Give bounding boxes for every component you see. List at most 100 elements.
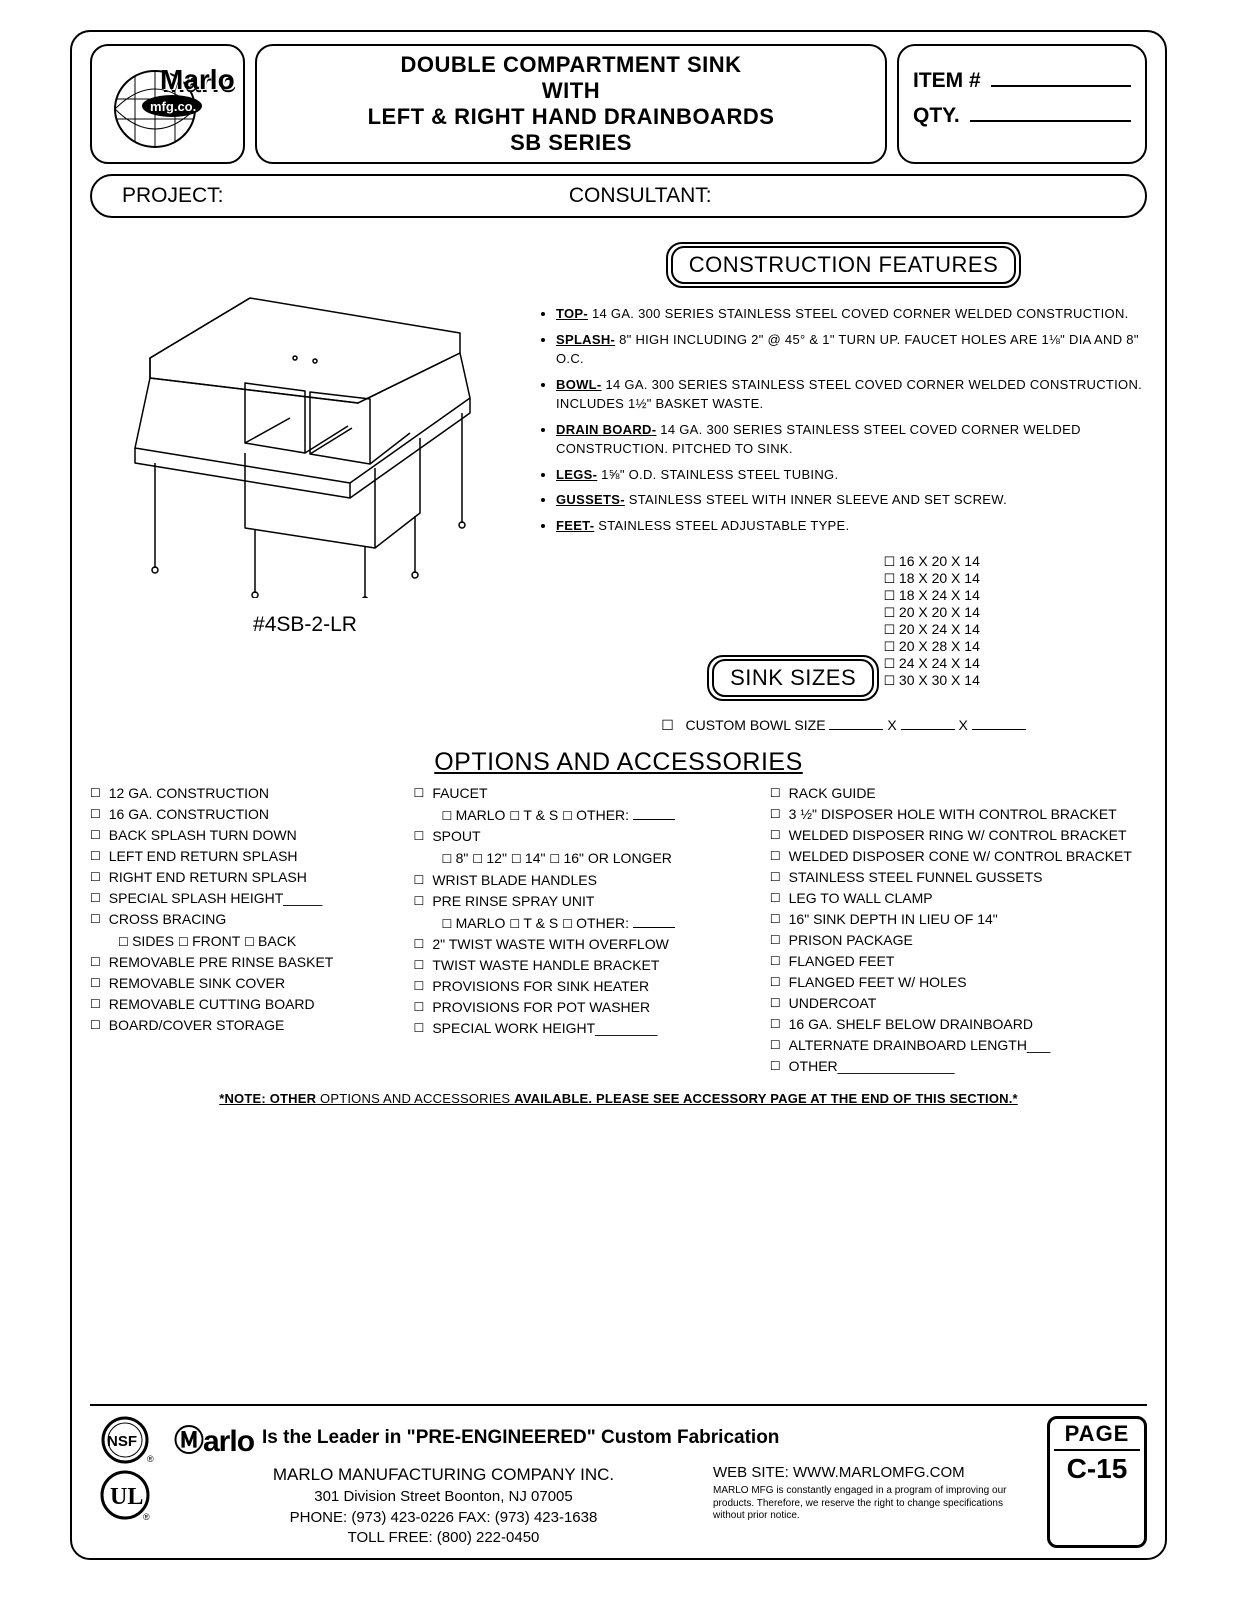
option-checkbox[interactable]: PRISON PACKAGE (770, 930, 1147, 951)
option-checkbox[interactable]: RACK GUIDE (770, 783, 1147, 804)
cross-bracing-sub: SIDES FRONT BACK (90, 930, 402, 952)
option-checkbox[interactable]: RIGHT END RETURN SPLASH (90, 867, 402, 888)
option-checkbox[interactable]: SPECIAL SPLASH HEIGHT_____ (90, 888, 402, 909)
footer: NSF ® UL ® Ⓜarlo Is the Leader in "PRE-E… (90, 1404, 1147, 1548)
svg-text:®: ® (143, 1512, 150, 1522)
option-checkbox[interactable]: WELDED DISPOSER RING W/ CONTROL BRACKET (770, 825, 1147, 846)
option-checkbox[interactable]: PROVISIONS FOR POT WASHER (414, 997, 758, 1018)
sink-sizes-list: 16 X 20 X 1418 X 20 X 1418 X 24 X 1420 X… (884, 553, 980, 689)
sink-size-option[interactable]: 16 X 20 X 14 (884, 553, 980, 570)
feature-item: TOP- 14 GA. 300 SERIES STAINLESS STEEL C… (556, 304, 1147, 324)
sink-size-option[interactable]: 18 X 20 X 14 (884, 570, 980, 587)
option-checkbox[interactable]: MARLO (442, 915, 510, 931)
item-blank[interactable] (991, 64, 1131, 87)
option-checkbox[interactable]: BOARD/COVER STORAGE (90, 1015, 402, 1036)
option-checkbox[interactable]: OTHER: (562, 915, 633, 931)
option-checkbox[interactable]: 14" (511, 850, 550, 866)
option-checkbox[interactable]: WRIST BLADE HANDLES (414, 870, 758, 891)
option-checkbox[interactable]: SPOUT (414, 826, 758, 847)
option-checkbox[interactable]: 8" (442, 850, 473, 866)
header-row: Marlo Marlo Marlo mfg.co. DOUBLE COMPART… (90, 44, 1147, 164)
option-checkbox[interactable]: OTHER: (562, 807, 633, 823)
project-consultant-row: PROJECT: CONSULTANT: (90, 174, 1147, 218)
svg-text:mfg.co.: mfg.co. (150, 99, 196, 114)
fine-print: MARLO MFG is constantly engaged in a pro… (713, 1485, 1033, 1523)
option-checkbox[interactable]: 16 GA. CONSTRUCTION (90, 804, 402, 825)
feature-item: FEET- STAINLESS STEEL ADJUSTABLE TYPE. (556, 516, 1147, 536)
option-checkbox[interactable]: OTHER_______________ (770, 1056, 1147, 1077)
option-checkbox[interactable]: REMOVABLE PRE RINSE BASKET (90, 952, 402, 973)
page-border: Marlo Marlo Marlo mfg.co. DOUBLE COMPART… (70, 30, 1167, 1560)
option-checkbox[interactable]: PROVISIONS FOR SINK HEATER (414, 976, 758, 997)
note-line: *NOTE: OTHER OPTIONS AND ACCESSORIES AVA… (90, 1091, 1147, 1106)
option-checkbox[interactable]: 12 GA. CONSTRUCTION (90, 783, 402, 804)
sink-size-option[interactable]: 24 X 24 X 14 (884, 655, 980, 672)
svg-text:®: ® (147, 1454, 154, 1464)
option-checkbox[interactable]: 16 GA. SHELF BELOW DRAINBOARD (770, 1014, 1147, 1035)
product-drawing-area: #4SB-2-LR (90, 238, 520, 734)
option-checkbox[interactable]: FRONT (178, 933, 244, 949)
option-checkbox[interactable]: FLANGED FEET (770, 951, 1147, 972)
option-checkbox[interactable]: T & S (509, 915, 562, 931)
feature-item: BOWL- 14 GA. 300 SERIES STAINLESS STEEL … (556, 375, 1147, 414)
option-checkbox[interactable]: PRE RINSE SPRAY UNIT (414, 891, 758, 912)
option-checkbox[interactable]: BACK SPLASH TURN DOWN (90, 825, 402, 846)
sink-size-option[interactable]: 20 X 20 X 14 (884, 604, 980, 621)
options-columns: 12 GA. CONSTRUCTION16 GA. CONSTRUCTIONBA… (90, 783, 1147, 1077)
option-checkbox[interactable]: LEFT END RETURN SPLASH (90, 846, 402, 867)
sink-size-option[interactable]: 20 X 28 X 14 (884, 638, 980, 655)
option-checkbox[interactable]: 12" (472, 850, 511, 866)
qty-blank[interactable] (970, 99, 1131, 122)
option-checkbox[interactable]: STAINLESS STEEL FUNNEL GUSSETS (770, 867, 1147, 888)
options-title: OPTIONS AND ACCESSORIES (90, 748, 1147, 777)
construction-features-title: CONSTRUCTION FEATURES (666, 242, 1022, 288)
option-checkbox[interactable]: T & S (509, 807, 562, 823)
sink-sizes-title: SINK SIZES (707, 655, 879, 701)
company-addr: 301 Division Street Boonton, NJ 07005 (174, 1487, 713, 1507)
title-cell: DOUBLE COMPARTMENT SINK WITH LEFT & RIGH… (255, 44, 887, 164)
option-checkbox[interactable]: SIDES (118, 933, 178, 949)
company-phone: PHONE: (973) 423-0226 FAX: (973) 423-163… (174, 1508, 713, 1528)
page-number-box: PAGE C-15 (1047, 1416, 1147, 1548)
option-checkbox[interactable]: UNDERCOAT (770, 993, 1147, 1014)
option-checkbox[interactable]: TWIST WASTE HANDLE BRACKET (414, 955, 758, 976)
website: WEB SITE: WWW.MARLOMFG.COM (713, 1464, 1033, 1481)
sink-size-option[interactable]: 30 X 30 X 14 (884, 672, 980, 689)
title-line-4: SB SERIES (510, 130, 632, 156)
leader-text: Is the Leader in "PRE-ENGINEERED" Custom… (262, 1427, 779, 1449)
feature-item: LEGS- 1⅝" O.D. STAINLESS STEEL TUBING. (556, 465, 1147, 485)
option-checkbox[interactable]: 16" OR LONGER (549, 850, 672, 866)
item-label: ITEM # (913, 69, 981, 93)
footer-brand: Ⓜarlo (174, 1416, 254, 1460)
svg-text:UL: UL (110, 1484, 143, 1510)
option-checkbox[interactable]: 3 ½" DISPOSER HOLE WITH CONTROL BRACKET (770, 804, 1147, 825)
option-checkbox[interactable]: CROSS BRACING (90, 909, 402, 930)
option-checkbox[interactable]: 16" SINK DEPTH IN LIEU OF 14" (770, 909, 1147, 930)
feature-item: GUSSETS- STAINLESS STEEL WITH INNER SLEE… (556, 490, 1147, 510)
option-checkbox[interactable]: REMOVABLE SINK COVER (90, 973, 402, 994)
custom-bowl-label: CUSTOM BOWL SIZE (686, 717, 826, 733)
option-checkbox[interactable]: FLANGED FEET W/ HOLES (770, 972, 1147, 993)
sink-size-option[interactable]: 20 X 24 X 14 (884, 621, 980, 638)
option-checkbox[interactable]: BACK (244, 933, 296, 949)
title-line-2: WITH (542, 78, 600, 104)
nsf-icon: NSF ® (96, 1416, 154, 1464)
option-checkbox[interactable]: ALTERNATE DRAINBOARD LENGTH___ (770, 1035, 1147, 1056)
svg-text:NSF: NSF (107, 1433, 137, 1450)
sink-size-option[interactable]: 18 X 24 X 14 (884, 587, 980, 604)
qty-label: QTY. (913, 104, 960, 128)
option-checkbox[interactable]: MARLO (442, 807, 510, 823)
feature-item: DRAIN BOARD- 14 GA. 300 SERIES STAINLESS… (556, 420, 1147, 459)
project-label: PROJECT: (122, 184, 569, 208)
feature-item: SPLASH- 8" HIGH INCLUDING 2" @ 45° & 1" … (556, 330, 1147, 369)
option-checkbox[interactable]: SPECIAL WORK HEIGHT________ (414, 1018, 758, 1039)
option-checkbox[interactable]: WELDED DISPOSER CONE W/ CONTROL BRACKET (770, 846, 1147, 867)
option-checkbox[interactable]: FAUCET (414, 783, 758, 804)
option-checkbox[interactable]: 2" TWIST WASTE WITH OVERFLOW (414, 934, 758, 955)
svg-text:Marlo: Marlo (160, 64, 235, 95)
company-name: MARLO MANUFACTURING COMPANY INC. (174, 1464, 713, 1487)
marlo-logo-icon: Marlo Marlo Marlo mfg.co. (100, 54, 235, 154)
option-checkbox[interactable]: REMOVABLE CUTTING BOARD (90, 994, 402, 1015)
option-checkbox[interactable]: LEG TO WALL CLAMP (770, 888, 1147, 909)
item-qty-cell: ITEM # QTY. (897, 44, 1147, 164)
